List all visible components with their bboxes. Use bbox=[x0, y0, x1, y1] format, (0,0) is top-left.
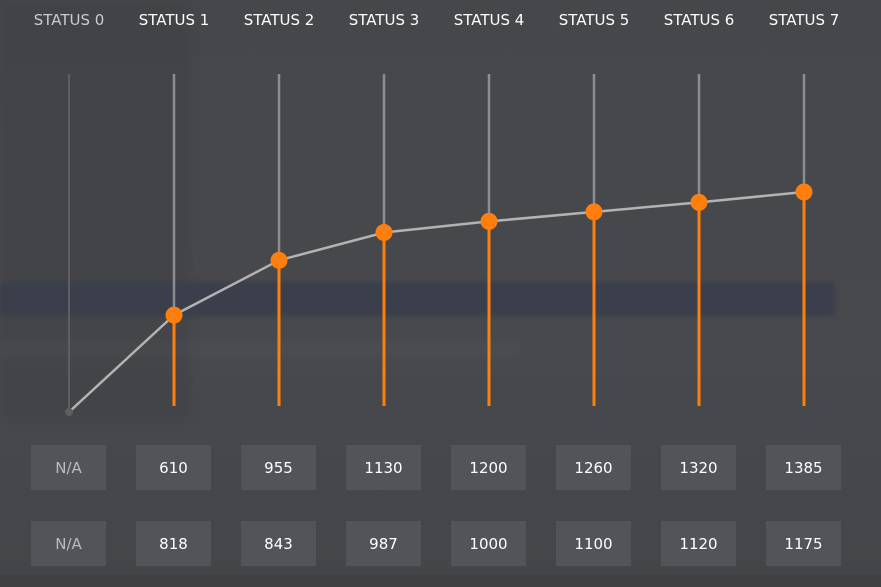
row1-cell-status-6: 1320 bbox=[661, 445, 736, 490]
status-label-5: STATUS 5 bbox=[559, 11, 630, 29]
row2-cell-status-4: 1000 bbox=[451, 521, 526, 566]
data-point-status-7 bbox=[795, 183, 813, 201]
row2-cell-status-1: 818 bbox=[136, 521, 211, 566]
row2-cell-status-0: N/A bbox=[31, 521, 106, 566]
row2-cell-status-6: 1120 bbox=[661, 521, 736, 566]
series-line bbox=[68, 190, 805, 413]
stems-group bbox=[68, 74, 806, 412]
status-labels: STATUS 0 STATUS 1 STATUS 2 STATUS 3 STATUS 4… bbox=[34, 11, 840, 29]
status-label-3: STATUS 3 bbox=[349, 11, 420, 29]
row1-cell-status-7: 1385 bbox=[766, 445, 841, 490]
data-point-status-2 bbox=[270, 251, 288, 269]
origin-point bbox=[65, 408, 73, 416]
status-label-7: STATUS 7 bbox=[769, 11, 840, 29]
row2-cell-status-3: 987 bbox=[346, 521, 421, 566]
points-group bbox=[65, 183, 813, 416]
data-point-status-1 bbox=[165, 306, 183, 324]
row2-cell-status-7: 1175 bbox=[766, 521, 841, 566]
data-point-status-4 bbox=[480, 212, 498, 230]
row1-cell-status-2: 955 bbox=[241, 445, 316, 490]
data-point-status-5 bbox=[585, 203, 603, 221]
line-group bbox=[68, 190, 805, 413]
status-label-2: STATUS 2 bbox=[244, 11, 315, 29]
status-label-0: STATUS 0 bbox=[34, 11, 105, 29]
data-point-status-3 bbox=[375, 224, 393, 242]
row2-cell-status-5: 1100 bbox=[556, 521, 631, 566]
row1-cell-status-3: 1130 bbox=[346, 445, 421, 490]
data-point-status-6 bbox=[690, 193, 708, 211]
row1-cell-status-4: 1200 bbox=[451, 445, 526, 490]
row2-cell-status-2: 843 bbox=[241, 521, 316, 566]
row1-cell-status-0: N/A bbox=[31, 445, 106, 490]
status-label-1: STATUS 1 bbox=[139, 11, 210, 29]
row1-cell-status-5: 1260 bbox=[556, 445, 631, 490]
status-label-4: STATUS 4 bbox=[454, 11, 525, 29]
status-label-6: STATUS 6 bbox=[664, 11, 735, 29]
row1-cell-status-1: 610 bbox=[136, 445, 211, 490]
